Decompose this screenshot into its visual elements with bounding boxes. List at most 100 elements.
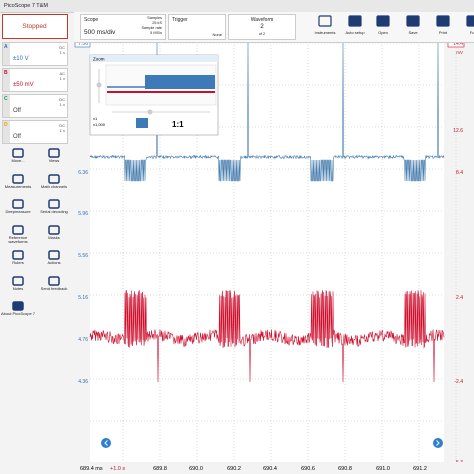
x-start-label: 689.4 ms: [80, 466, 103, 472]
label: Samples: [147, 16, 162, 20]
tool-label[interactable]: Actions: [47, 260, 61, 265]
tool-label[interactable]: Notes: [12, 285, 24, 291]
toolbar-button[interactable]: Instruments: [310, 13, 340, 41]
button-icon: [376, 15, 390, 27]
channel-range[interactable]: ±50 mV: [13, 82, 34, 88]
left-axis-label: 7.56: [78, 42, 88, 47]
icon-shape: [48, 224, 60, 235]
tool-label[interactable]: Measurements: [4, 183, 32, 189]
right-axis-unit: mV: [456, 50, 463, 55]
icon-shape: [318, 15, 332, 27]
toolbar-button[interactable]: Open: [368, 13, 398, 41]
channel-strip: [3, 121, 10, 143]
button-icon: [348, 15, 362, 27]
zoom-slider-knob: [147, 109, 153, 115]
toolbar-button[interactable]: Save: [398, 13, 428, 41]
icon-shape: [12, 250, 24, 260]
zoom-title: Zoom: [93, 57, 105, 62]
tool-icon: [48, 199, 60, 209]
right-axis-label: 8.4: [456, 170, 463, 176]
axis-marker: [447, 42, 465, 48]
tool-label[interactable]: Rulers: [12, 260, 24, 265]
tool-icon: [48, 148, 60, 158]
channel-probe: 1 x: [59, 102, 65, 107]
channel-letter: A: [4, 44, 8, 50]
icon-shape: [48, 250, 60, 260]
scroll-button[interactable]: [101, 438, 111, 448]
x-axis-label: 690.6: [301, 466, 315, 472]
left-axis-label: 4.36: [78, 379, 88, 385]
tool-label[interactable]: Masks: [48, 234, 60, 240]
channel-coupling: DC: [59, 45, 65, 50]
tool-label[interactable]: Send feedback: [40, 285, 68, 291]
x-axis-label: 690.2: [227, 466, 241, 472]
right-axis-label: 14.4: [453, 42, 463, 47]
channel-probe: 1 x: [59, 128, 65, 133]
toolbar-button[interactable]: Auto setup: [340, 13, 370, 41]
toolbar: Scope 500 ms/div Samples 25 kS Sample rate 5 …: [74, 12, 474, 43]
x-axis-label: 689.8: [153, 466, 167, 472]
icon-shape: [12, 224, 24, 235]
label: Scope: [84, 17, 99, 23]
right-axis-label: 12.6: [453, 128, 463, 134]
icon-shape: [12, 173, 24, 184]
button-label: Open: [378, 30, 388, 35]
tool-label[interactable]: Reference waveforms: [8, 234, 28, 244]
tool-label[interactable]: Views: [48, 158, 60, 163]
button-label: Print: [438, 30, 448, 35]
icon-shape: [48, 173, 60, 184]
toolbar-panel[interactable]: Waveform 2 of 2: [228, 14, 296, 40]
button-icon: [466, 15, 474, 27]
zoom-hand-button: [136, 118, 148, 128]
channel-a-trace: [89, 42, 445, 182]
icon-shape: [348, 15, 362, 27]
value: 25 kS: [152, 21, 162, 25]
channel-panel: D DC 1 x Off: [2, 120, 68, 144]
tool-icon: [12, 148, 24, 158]
channel-range[interactable]: ±10 V: [13, 56, 29, 62]
toolbar-panel[interactable]: Scope 500 ms/div Samples 25 kS Sample rate 5 …: [80, 14, 166, 40]
icon-shape: [48, 148, 60, 158]
tool-icon: [12, 275, 24, 286]
button-label: Auto setup: [345, 30, 365, 35]
right-axis-label: -2.4: [454, 379, 463, 385]
zoom-x-label: x1: [93, 116, 98, 121]
tool-icon: [48, 224, 60, 235]
tool-label[interactable]: Move...: [11, 158, 25, 163]
tool-label[interactable]: About PicoScope 7: [0, 311, 36, 316]
toolbar-panel[interactable]: Trigger None: [168, 14, 226, 40]
icon-shape: [466, 15, 474, 27]
run-button-label: Stopped: [22, 23, 47, 30]
value: None: [212, 32, 222, 37]
channel-coupling: AC: [59, 71, 65, 76]
label: Sample rate: [141, 26, 162, 30]
toolbar-button[interactable]: Print: [428, 13, 458, 41]
zoom-slider-knob: [96, 82, 102, 88]
left-axis-label: 5.96: [78, 211, 88, 217]
axis-marker: [74, 42, 91, 48]
channel-panel: B AC 1 x ±50 mV: [2, 68, 68, 92]
label: Waveform: [250, 17, 274, 23]
channel-strip: [3, 43, 10, 65]
run-button[interactable]: Stopped: [2, 14, 68, 39]
channel-range[interactable]: Off: [13, 108, 21, 114]
x-axis-label: 690.8: [338, 466, 352, 472]
scroll-arrow: [104, 440, 108, 446]
channel-panel: A DC 1 x ±10 V: [2, 42, 68, 66]
zoom-ratio: 1:1: [172, 120, 184, 129]
toolbar-button[interactable]: Full: [458, 13, 474, 41]
tool-label[interactable]: Math channels: [40, 183, 67, 189]
icon-shape: [376, 15, 390, 27]
button-icon: [436, 15, 450, 27]
zoom-x2-label: x1,000: [93, 122, 106, 127]
scroll-button[interactable]: [433, 438, 443, 448]
zoom-title-bar: [90, 55, 218, 62]
button-label: Full: [469, 30, 474, 35]
tool-label[interactable]: Deepmeasure: [5, 209, 31, 214]
channel-strip: [3, 95, 10, 117]
channel-range[interactable]: Off: [13, 134, 21, 140]
channel-strip: [3, 69, 10, 91]
button-label: Save: [408, 30, 418, 35]
icon-shape: [12, 199, 24, 209]
tool-label[interactable]: Serial decoding: [40, 209, 68, 214]
